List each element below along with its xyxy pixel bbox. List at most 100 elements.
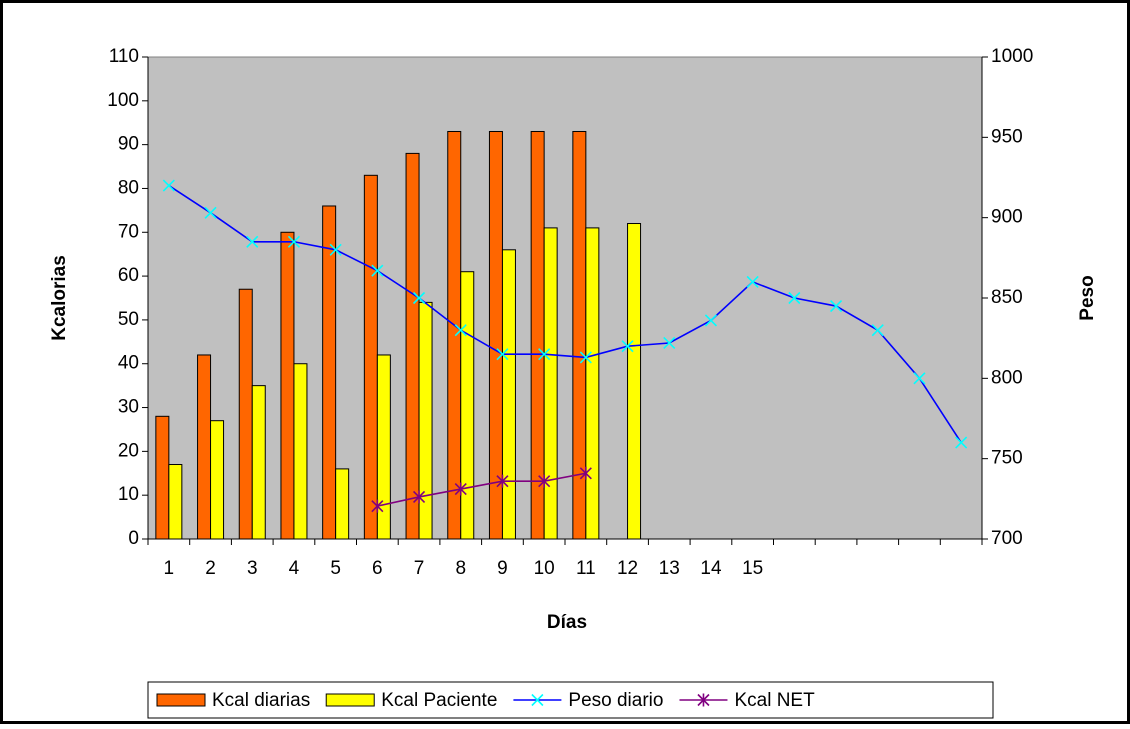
marker	[531, 693, 544, 707]
bar	[155, 415, 170, 540]
marker-stroke	[704, 314, 718, 327]
marker-stroke	[913, 372, 926, 385]
marker	[913, 372, 926, 385]
y-tick-label: 30	[118, 397, 139, 418]
bar	[335, 468, 350, 540]
bar	[585, 227, 600, 540]
marker	[412, 490, 426, 504]
bar	[376, 354, 391, 540]
marker	[162, 179, 175, 192]
y-tick-label: 60	[118, 265, 139, 286]
y2-tick-label: 900	[991, 207, 1023, 228]
marker	[371, 499, 384, 513]
marker-stroke	[329, 243, 342, 256]
legend-swatch	[156, 693, 206, 707]
bar	[363, 174, 378, 540]
y2-tick-label: 800	[991, 367, 1023, 388]
marker	[788, 291, 801, 305]
marker-stroke	[871, 324, 884, 337]
marker-stroke	[621, 340, 634, 353]
y2-tick-label: 850	[991, 287, 1023, 308]
marker	[496, 474, 509, 488]
y2-tick-label: 1000	[991, 46, 1033, 67]
x-tick-label: 5	[330, 558, 341, 579]
y2-tick-label: 750	[991, 448, 1023, 469]
marker	[829, 299, 843, 313]
marker-stroke	[746, 275, 759, 288]
marker	[246, 235, 259, 248]
y-tick-label: 110	[109, 46, 139, 67]
x-tick-label: 7	[414, 558, 425, 579]
bar	[293, 363, 308, 540]
x-axis-label: Días	[547, 612, 587, 633]
y-tick-label: 20	[118, 440, 139, 461]
bar	[280, 231, 295, 540]
marker	[663, 336, 676, 350]
marker-stroke	[412, 291, 426, 305]
marker	[704, 314, 718, 327]
bar	[168, 464, 183, 540]
marker-stroke	[246, 235, 259, 248]
y-tick-label: 10	[118, 484, 139, 505]
marker	[538, 348, 551, 361]
x-tick-label: 8	[455, 558, 466, 579]
x-tick-label: 4	[289, 558, 300, 579]
y-tick-label: 80	[118, 177, 139, 198]
y2-axis-label: Peso	[1077, 275, 1098, 320]
marker-stroke	[162, 179, 175, 192]
y2-tick-label: 950	[991, 126, 1023, 147]
plot-area	[147, 56, 983, 540]
marker-stroke	[496, 348, 509, 361]
bar	[501, 249, 516, 540]
marker-stroke	[454, 324, 467, 337]
marker-stroke	[955, 436, 968, 449]
marker	[496, 348, 509, 361]
bar	[627, 223, 642, 540]
y-tick-label: 70	[118, 221, 139, 242]
marker	[538, 474, 551, 488]
bar	[530, 130, 545, 540]
marker	[454, 324, 467, 337]
legend-label: Kcal Paciente	[381, 690, 497, 711]
marker-stroke	[287, 235, 301, 248]
x-tick-label: 11	[576, 558, 596, 579]
legend-box	[147, 681, 994, 719]
bar	[447, 130, 462, 540]
bar	[543, 227, 558, 540]
x-tick-label: 2	[205, 558, 216, 579]
legend-label: Kcal diarias	[212, 690, 310, 711]
marker-stroke	[579, 351, 592, 364]
bar	[460, 271, 475, 540]
bar	[197, 354, 212, 540]
marker	[204, 206, 217, 219]
marker	[412, 291, 426, 305]
line	[168, 184, 962, 444]
y-tick-label: 100	[107, 90, 139, 111]
legend-swatch	[325, 693, 375, 707]
bar	[322, 205, 337, 540]
bar	[210, 420, 225, 540]
marker-stroke	[538, 348, 551, 361]
x-tick-label: 1	[164, 558, 175, 579]
marker-stroke	[788, 291, 801, 305]
marker	[371, 264, 384, 277]
marker	[697, 693, 710, 707]
marker	[579, 351, 592, 364]
y-tick-label: 50	[118, 309, 139, 330]
y2-tick-label: 700	[991, 528, 1023, 549]
bar	[238, 288, 253, 540]
bar	[572, 130, 587, 540]
x-tick-label: 10	[534, 558, 555, 579]
y-tick-label: 90	[118, 134, 139, 155]
x-tick-label: 9	[497, 558, 508, 579]
marker-stroke	[829, 299, 843, 313]
x-tick-label: 14	[700, 558, 722, 579]
marker	[329, 243, 342, 256]
bar	[251, 385, 266, 540]
marker	[955, 436, 968, 449]
legend-label: Peso diario	[568, 690, 663, 711]
x-tick-label: 6	[372, 558, 383, 579]
bar	[488, 130, 503, 540]
marker	[621, 340, 634, 353]
